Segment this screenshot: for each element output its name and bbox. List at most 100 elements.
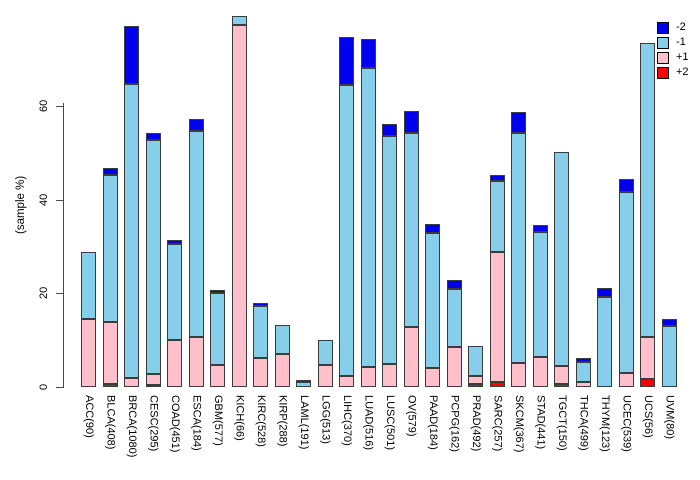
bar-segment-plus1 — [640, 336, 655, 380]
bar-segment-plus1 — [511, 362, 526, 387]
bar-segment-minus1 — [403, 132, 419, 328]
legend-swatch-minus-1 — [657, 36, 669, 49]
x-tick-label: KIRP(288) — [276, 395, 289, 447]
bar-segment-minus2 — [253, 302, 268, 306]
bar-kirp — [274, 12, 290, 387]
bar-segment-minus1 — [640, 43, 655, 337]
bar-segment-plus1 — [446, 346, 462, 387]
bar-segment-plus1 — [210, 364, 225, 387]
x-tick-label: THCA(499) — [577, 395, 590, 451]
y-tick-mark — [56, 105, 64, 107]
legend-label: -1 — [676, 36, 686, 48]
bar-segment-minus1 — [317, 339, 333, 365]
bar-brca — [124, 12, 139, 387]
x-tick-label: BLCA(408) — [104, 395, 117, 450]
bar-segment-plus1 — [618, 373, 634, 387]
bar-segment-minus1 — [167, 243, 182, 341]
y-tick-mark — [56, 199, 64, 201]
bar-uvm — [661, 12, 677, 387]
bar-luad — [360, 12, 376, 387]
bar-segment-plus2 — [102, 383, 118, 387]
bar-segment-plus1 — [489, 252, 505, 383]
bar-segment-plus1 — [339, 376, 354, 387]
x-tick-label: ACC(90) — [83, 395, 95, 438]
bar-acc — [81, 12, 96, 387]
bar-segment-minus2 — [339, 36, 354, 85]
bar-segment-minus1 — [382, 135, 397, 364]
legend-item-minus-1: -1 — [657, 36, 689, 49]
bar-segment-minus2 — [296, 379, 311, 382]
x-tick-label: UCEC(539) — [620, 395, 633, 452]
bar-segment-plus1 — [231, 25, 247, 387]
bar-segment-minus2 — [102, 168, 118, 175]
bar-segment-minus2 — [489, 174, 505, 181]
bar-segment-minus1 — [468, 346, 483, 376]
x-tick-label: TGCT(150) — [556, 395, 568, 451]
bar-ucec — [618, 12, 634, 387]
bar-segment-minus2 — [188, 118, 204, 131]
bar-segment-plus1 — [167, 340, 182, 387]
bar-segment-minus2 — [661, 318, 677, 327]
x-tick-label: STAD(441) — [534, 395, 547, 450]
bar-segment-plus1 — [102, 321, 118, 384]
x-tick-label: KIRC(528) — [255, 395, 267, 447]
bar-sarc — [489, 12, 505, 387]
bar-thym — [597, 12, 612, 387]
bar-segment-plus1 — [317, 364, 333, 387]
bar-segment-minus2 — [532, 224, 548, 233]
bar-segment-minus1 — [253, 305, 268, 358]
bar-segment-plus2 — [145, 384, 161, 387]
bar-segment-minus2 — [145, 132, 161, 141]
y-tick-mark — [56, 387, 64, 388]
bar-segment-minus1 — [360, 68, 376, 367]
plot-area — [0, 12, 700, 387]
bar-segment-plus1 — [360, 366, 376, 387]
legend-item-minus-2: -2 — [657, 21, 689, 34]
bar-blca — [102, 12, 118, 387]
x-tick-label: UVM(80) — [663, 395, 676, 440]
bar-segment-minus1 — [102, 174, 118, 322]
x-tick-label: PCPG(162) — [448, 395, 461, 452]
x-tick-label: OV(579) — [405, 395, 418, 437]
x-tick-label: LUAD(516) — [362, 395, 375, 451]
x-tick-label: LIHC(370) — [341, 395, 353, 446]
bar-segment-minus1 — [210, 293, 225, 365]
bar-segment-plus1 — [145, 374, 161, 385]
bar-gbm — [210, 12, 225, 387]
x-tick-label: UCS(56) — [642, 395, 654, 438]
bar-segment-minus2 — [403, 110, 419, 133]
bar-segment-minus1 — [274, 324, 290, 355]
x-tick-label: KICH(66) — [233, 395, 246, 441]
bar-segment-minus1 — [661, 326, 677, 387]
x-tick-label: LAML(191) — [298, 395, 310, 450]
x-axis-labels: ACC(90) BLCA(408) BRCA(1080) CESC(295) COAD(… — [0, 393, 700, 480]
bar-segment-minus1 — [339, 84, 354, 377]
bar-pcpg — [446, 12, 462, 387]
bar-ucs — [640, 12, 655, 387]
bar-segment-minus1 — [532, 232, 548, 357]
bar-segment-minus1 — [446, 289, 462, 347]
bar-segment-minus2 — [618, 179, 634, 192]
x-tick-label: LUSC(501) — [384, 395, 396, 451]
bar-segment-plus1 — [403, 327, 419, 387]
bar-segment-minus2 — [597, 288, 612, 297]
bar-segment-plus1 — [575, 382, 591, 387]
bar-segment-minus1 — [231, 16, 247, 26]
bar-segment-minus1 — [81, 252, 96, 320]
bar-kirc — [253, 12, 268, 387]
bar-lusc — [382, 12, 397, 387]
y-axis-line — [63, 103, 64, 388]
x-tick-label: PRAD(492) — [470, 395, 482, 452]
bar-segment-minus2 — [210, 289, 225, 294]
bar-segment-plus1 — [532, 357, 548, 387]
bar-tgct — [554, 12, 569, 387]
bar-paad — [425, 12, 440, 387]
bar-segment-minus1 — [575, 362, 591, 383]
bar-segment-plus1 — [188, 336, 204, 387]
bar-cesc — [145, 12, 161, 387]
x-tick-label: BRCA(1080) — [126, 395, 138, 458]
bar-segment-plus1 — [425, 368, 440, 387]
bar-ov — [403, 12, 419, 387]
legend: -2 -1 +1 +2 — [657, 21, 689, 82]
